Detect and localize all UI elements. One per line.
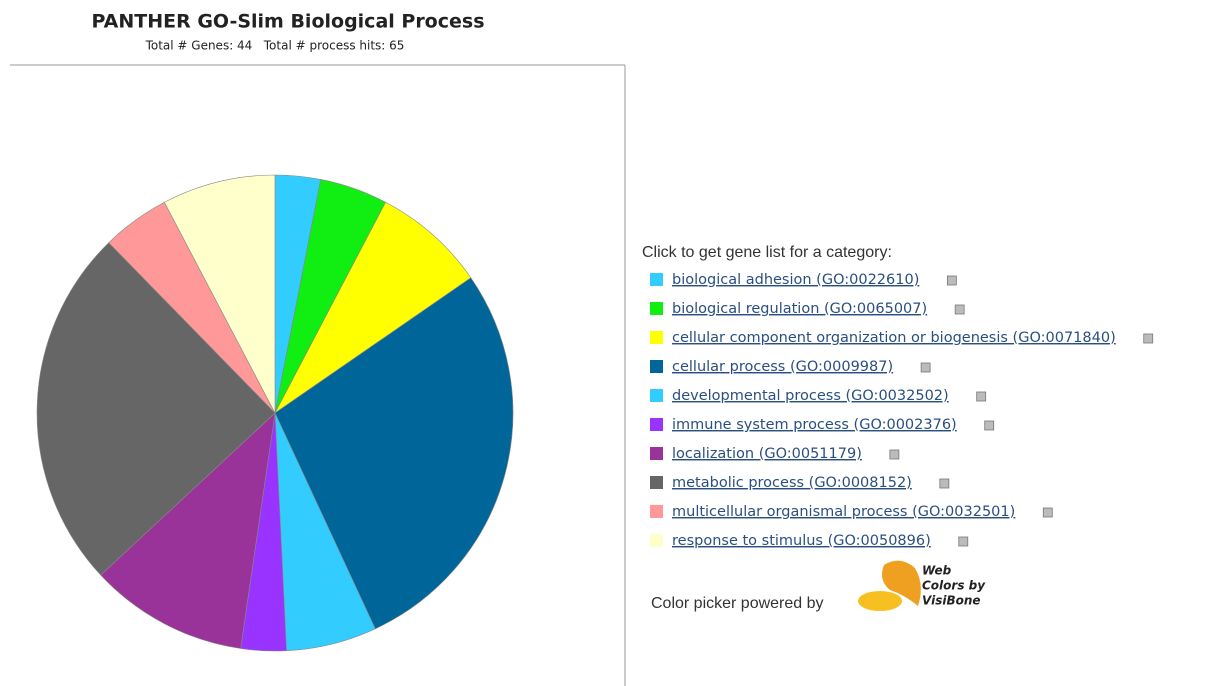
logo-shape	[882, 560, 921, 606]
export-icon[interactable]	[889, 449, 900, 460]
logo: Web Colors by VisiBone	[858, 560, 986, 611]
legend-swatch	[650, 331, 663, 344]
legend-heading: Click to get gene list for a category:	[642, 244, 892, 261]
logo-shape	[858, 591, 902, 611]
legend-link[interactable]: cellular component organization or bioge…	[672, 330, 1116, 346]
legend-link[interactable]: biological regulation (GO:0065007)	[672, 301, 927, 317]
export-icon[interactable]	[920, 362, 931, 373]
logo-text: Web	[922, 564, 952, 578]
legend-link[interactable]: multicellular organismal process (GO:003…	[672, 504, 1015, 520]
legend-link[interactable]: response to stimulus (GO:0050896)	[672, 533, 931, 549]
legend-swatch	[650, 389, 663, 402]
legend-swatch	[650, 302, 663, 315]
legend-swatch	[650, 505, 663, 518]
export-icon[interactable]	[984, 420, 995, 431]
export-icon[interactable]	[939, 478, 950, 489]
pie-slice	[100, 412, 276, 649]
export-icon[interactable]	[954, 304, 965, 315]
export-icon[interactable]	[976, 391, 987, 402]
chart-title: PANTHER GO-Slim Biological Process	[91, 11, 484, 33]
export-icon[interactable]	[1143, 333, 1154, 344]
pie-slice	[274, 277, 514, 630]
legend-link[interactable]: immune system process (GO:0002376)	[672, 417, 957, 433]
legend-swatch	[650, 418, 663, 431]
pie-slice	[36, 242, 276, 576]
legend-link[interactable]: developmental process (GO:0032502)	[672, 388, 949, 404]
legend-swatch	[650, 534, 663, 547]
export-icon[interactable]	[958, 536, 969, 547]
legend-link[interactable]: cellular process (GO:0009987)	[672, 359, 893, 375]
export-icon[interactable]	[946, 275, 957, 286]
export-icon[interactable]	[1042, 507, 1053, 518]
legend-swatch	[650, 447, 663, 460]
logo-text: Colors by	[922, 579, 986, 593]
legend-link[interactable]: localization (GO:0051179)	[672, 446, 862, 462]
legend-swatch	[650, 273, 663, 286]
legend-link[interactable]: metabolic process (GO:0008152)	[672, 475, 912, 491]
legend-swatch	[650, 476, 663, 489]
chart-subtitle: Total # Genes: 44 Total # process hits: …	[145, 39, 405, 53]
pie-slice	[163, 174, 276, 414]
logo-text: VisiBone	[922, 594, 981, 608]
credit: Color picker powered by	[651, 595, 824, 612]
pie-slice	[274, 201, 472, 414]
legend-link[interactable]: biological adhesion (GO:0022610)	[672, 272, 919, 288]
legend-swatch	[650, 360, 663, 373]
